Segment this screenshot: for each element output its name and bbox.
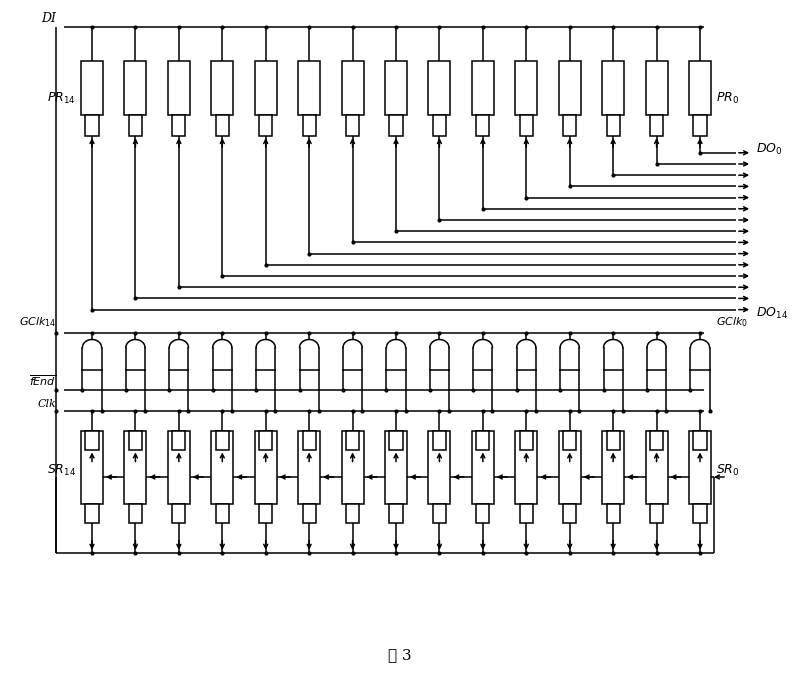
Bar [515,431,538,504]
Bar [302,504,316,523]
Bar [211,61,234,115]
Text: $DO_{14}$: $DO_{14}$ [756,306,788,320]
Bar [211,431,234,504]
Bar [390,431,402,450]
Bar [472,431,494,504]
Bar [650,431,663,450]
Bar [563,115,576,136]
Text: $GClk_{14}$: $GClk_{14}$ [18,316,56,329]
Bar [346,115,359,136]
Bar [254,431,277,504]
Bar [259,431,272,450]
Bar [129,504,142,523]
Bar [172,504,186,523]
Bar [563,431,576,450]
Bar [428,431,450,504]
Bar [606,431,620,450]
Bar [433,504,446,523]
Bar [563,504,576,523]
Bar [259,504,272,523]
Bar [520,115,533,136]
Bar [346,431,359,450]
Text: Clk: Clk [38,399,56,409]
Bar [86,431,98,450]
Bar [515,61,538,115]
Bar [558,61,581,115]
Bar [168,61,190,115]
Bar [689,431,711,504]
Bar [694,431,706,450]
Bar [602,431,624,504]
Bar [433,115,446,136]
Text: DI: DI [41,12,56,25]
Bar [302,115,316,136]
Bar [602,61,624,115]
Bar [86,504,98,523]
Bar [390,115,402,136]
Bar [172,115,186,136]
Text: $DO_0$: $DO_0$ [756,142,782,157]
Bar [168,431,190,504]
Text: $PR_0$: $PR_0$ [716,91,739,106]
Bar [298,61,320,115]
Bar [124,431,146,504]
Bar [646,61,668,115]
Bar [254,61,277,115]
Bar [428,61,450,115]
Text: $SR_0$: $SR_0$ [716,462,740,478]
Bar [172,431,186,450]
Bar [259,115,272,136]
Bar [129,431,142,450]
Text: $GClk_0$: $GClk_0$ [716,316,748,329]
Bar [81,61,103,115]
Bar [129,115,142,136]
Bar [81,431,103,504]
Bar [302,431,316,450]
Bar [476,115,490,136]
Bar [390,504,402,523]
Bar [216,115,229,136]
Bar [650,115,663,136]
Bar [346,504,359,523]
Text: 图 3: 图 3 [388,648,412,662]
Bar [216,431,229,450]
Bar [694,115,706,136]
Bar [342,431,364,504]
Bar [520,431,533,450]
Bar [476,504,490,523]
Bar [694,504,706,523]
Bar [216,504,229,523]
Bar [86,115,98,136]
Bar [433,431,446,450]
Bar [606,504,620,523]
Bar [385,431,407,504]
Bar [124,61,146,115]
Bar [606,115,620,136]
Bar [689,61,711,115]
Text: $\overline{fEnd}$: $\overline{fEnd}$ [29,373,56,388]
Text: $SR_{14}$: $SR_{14}$ [47,462,76,478]
Bar [558,431,581,504]
Bar [298,431,320,504]
Bar [476,431,490,450]
Text: $PR_{14}$: $PR_{14}$ [47,91,76,106]
Bar [650,504,663,523]
Bar [520,504,533,523]
Bar [385,61,407,115]
Bar [646,431,668,504]
Bar [342,61,364,115]
Bar [472,61,494,115]
